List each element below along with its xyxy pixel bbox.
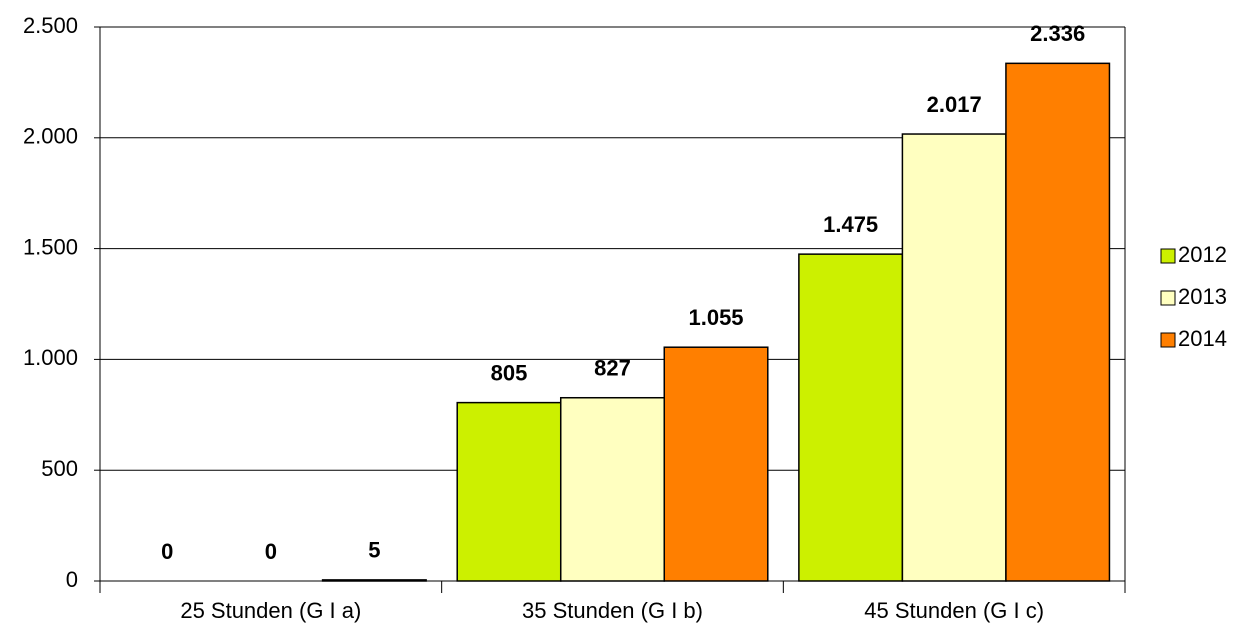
x-tick-label: 25 Stunden (G I a) <box>180 598 361 623</box>
bar <box>901 133 1007 582</box>
bar <box>559 396 666 582</box>
y-tick-label: 0 <box>66 567 78 592</box>
value-label: 1.475 <box>823 212 878 237</box>
value-label: 5 <box>368 538 380 563</box>
value-label: 827 <box>594 356 631 381</box>
legend-swatch <box>1160 290 1176 306</box>
y-tick-label: 1.500 <box>23 234 78 259</box>
value-label: 2.017 <box>927 92 982 117</box>
x-tick-label: 45 Stunden (G I c) <box>864 598 1044 623</box>
bar <box>663 346 769 582</box>
y-tick-label: 1.000 <box>23 345 78 370</box>
x-tick-label: 35 Stunden (G I b) <box>522 598 703 623</box>
legend-label: 2014 <box>1178 326 1227 351</box>
legend-swatch <box>1160 248 1176 264</box>
value-label: 2.336 <box>1030 21 1085 46</box>
value-label: 1.055 <box>688 305 743 330</box>
value-label: 805 <box>491 360 528 385</box>
bar <box>798 253 904 582</box>
bar <box>321 579 427 582</box>
legend-label: 2012 <box>1178 242 1227 267</box>
y-tick-label: 500 <box>41 456 78 481</box>
y-tick-label: 2.500 <box>23 13 78 38</box>
y-tick-label: 2.000 <box>23 124 78 149</box>
bar <box>1005 62 1111 582</box>
value-label: 0 <box>161 539 173 564</box>
value-label: 0 <box>265 539 277 564</box>
legend-swatch <box>1160 332 1176 348</box>
bar <box>456 401 562 582</box>
legend-label: 2013 <box>1178 284 1227 309</box>
